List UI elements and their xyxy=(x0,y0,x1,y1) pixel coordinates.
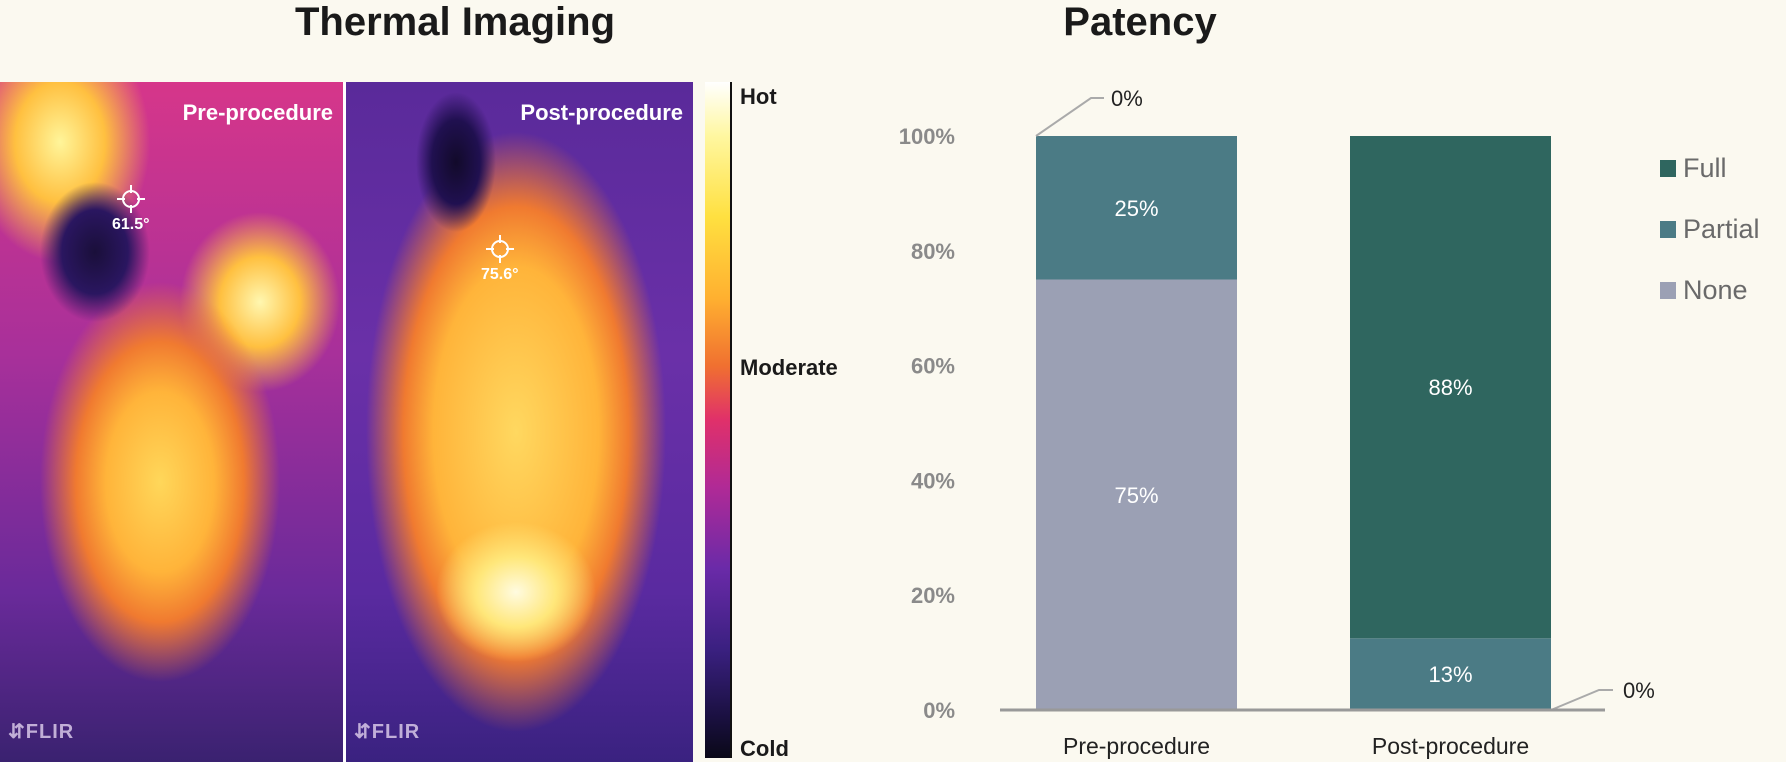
spot-marker: 75.6° xyxy=(481,232,519,284)
colorbar-cold-label: Cold xyxy=(740,736,789,761)
image-divider xyxy=(343,82,346,762)
bar-segment-full xyxy=(1350,136,1551,639)
y-tick-label: 100% xyxy=(899,124,955,149)
spot-temperature: 61.5° xyxy=(112,216,150,233)
data-label: 75% xyxy=(1114,483,1158,508)
y-tick-label: 0% xyxy=(923,698,955,723)
data-label: 13% xyxy=(1428,662,1472,687)
image-label: Post-procedure xyxy=(520,100,683,125)
colorbar-hot-label: Hot xyxy=(740,84,777,109)
x-tick-label: Post-procedure xyxy=(1372,733,1529,759)
bar-segment-none xyxy=(1036,279,1237,710)
crosshair-icon xyxy=(485,235,514,263)
spot-temperature: 75.6° xyxy=(481,266,519,283)
x-tick-label: Pre-procedure xyxy=(1063,733,1210,759)
y-tick-label: 60% xyxy=(911,354,955,379)
data-label: 0% xyxy=(1111,86,1143,111)
legend-label: None xyxy=(1683,275,1748,305)
spot-marker: 61.5° xyxy=(112,182,150,234)
legend-label: Full xyxy=(1683,153,1727,183)
legend-label: Partial xyxy=(1683,214,1760,244)
y-tick-label: 20% xyxy=(911,583,955,608)
crosshair-icon xyxy=(116,185,145,213)
bar-segment-partial xyxy=(1036,136,1237,280)
colorbar-moderate-label: Moderate xyxy=(740,355,838,380)
y-tick-label: 80% xyxy=(911,239,955,264)
data-label: 88% xyxy=(1428,375,1472,400)
thermal-title: Thermal Imaging xyxy=(294,0,616,44)
callout-leader xyxy=(1035,97,1104,137)
data-label: 25% xyxy=(1114,196,1158,221)
legend-swatch-none xyxy=(1660,282,1676,299)
legend-swatch-full xyxy=(1660,160,1676,177)
data-label: 0% xyxy=(1623,678,1655,703)
chart-title: Patency xyxy=(1063,0,1217,44)
y-tick-label: 40% xyxy=(911,468,955,493)
flir-logo: ⇵FLIR xyxy=(8,721,75,743)
callout-leader xyxy=(1550,689,1613,711)
flir-logo: ⇵FLIR xyxy=(354,721,421,743)
temperature-colorbar xyxy=(705,82,732,758)
image-label: Pre-procedure xyxy=(182,100,333,125)
thermal-image-pre: Pre-procedure 61.5° ⇵FLIR xyxy=(0,82,343,762)
thermal-image-post: Post-procedure 75.6° ⇵FLIR xyxy=(346,82,693,762)
bar-segment-partial xyxy=(1350,638,1551,710)
legend-swatch-partial xyxy=(1660,221,1676,238)
